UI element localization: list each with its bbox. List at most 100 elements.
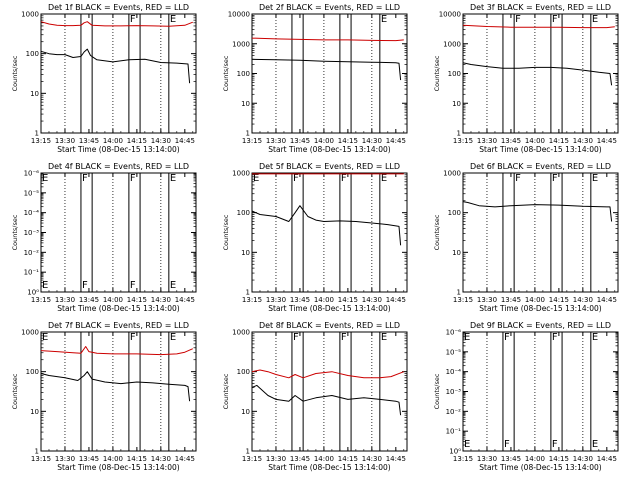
x-axis-label: Start Time (08-Dec-15 13:14:00) (268, 145, 390, 154)
chart-panel-9: Det 9f BLACK = Events, RED = LLDEEFFFFEE… (433, 321, 619, 472)
segment-marker-label: E (42, 332, 48, 343)
x-tick-label: 13:15 (242, 296, 262, 304)
segment-marker-label: F (552, 332, 558, 343)
events-series-line (40, 48, 191, 84)
x-tick-label: 13:45 (501, 455, 521, 463)
y-tick-label: 10000 (228, 11, 250, 19)
y-tick-label: 10⁻⁶ (446, 329, 462, 337)
y-tick-label: 10⁰ (27, 289, 39, 297)
x-tick-label: 14:15 (549, 137, 569, 145)
x-tick-label: 14:45 (386, 455, 406, 463)
lld-series-line (462, 24, 615, 29)
x-tick-label: 14:15 (127, 455, 147, 463)
y-axis-label: Counts/sec (11, 214, 19, 250)
plot-frame (40, 331, 197, 452)
segment-marker-label: E (464, 332, 470, 343)
segment-marker-label: E (464, 439, 470, 450)
x-tick-label: 14:00 (314, 296, 334, 304)
x-tick-label: 14:30 (151, 296, 171, 304)
segment-marker-label: E (42, 280, 48, 291)
y-tick-label: 1 (35, 448, 39, 456)
y-tick-label: 10⁰ (449, 448, 461, 456)
x-tick-label: 14:45 (597, 296, 617, 304)
y-tick-label: 100 (26, 368, 39, 376)
segment-marker-label: F (552, 439, 558, 450)
y-tick-label: 100 (448, 70, 461, 78)
y-axis-label: Counts/sec (433, 55, 441, 91)
segment-marker-label: F (293, 332, 299, 343)
x-tick-label: 13:15 (31, 296, 51, 304)
x-tick-label: 13:30 (266, 455, 286, 463)
x-tick-label: 14:15 (338, 137, 358, 145)
x-tick-label: 14:00 (103, 137, 123, 145)
y-axis-label: Counts/sec (222, 214, 230, 250)
y-tick-label: 1 (35, 130, 39, 138)
x-tick-label: 14:45 (597, 455, 617, 463)
x-axis-label: Start Time (08-Dec-15 13:14:00) (268, 304, 390, 313)
x-tick-label: 14:00 (525, 455, 545, 463)
x-tick-label: 14:45 (597, 137, 617, 145)
y-tick-label: 10 (241, 249, 250, 257)
chart-title: Det 1f BLACK = Events, RED = LLD (48, 3, 189, 12)
x-tick-label: 13:45 (501, 296, 521, 304)
y-tick-label: 1000 (443, 40, 461, 48)
x-tick-label: 14:00 (314, 137, 334, 145)
events-series-line (40, 371, 191, 402)
x-tick-label: 14:30 (362, 455, 382, 463)
x-tick-label: 14:30 (573, 455, 593, 463)
x-axis-label: Start Time (08-Dec-15 13:14:00) (479, 304, 601, 313)
y-axis-label: Counts/sec (11, 55, 19, 91)
segment-marker-label: F (130, 14, 136, 25)
chart-panel-3: Det 3f BLACK = Events, RED = LLD F F E 1 10 10… (433, 3, 619, 154)
chart-title: Det 5f BLACK = Events, RED = LLD (259, 162, 400, 171)
plot-frame (251, 172, 408, 293)
y-tick-label: 10 (241, 100, 250, 108)
x-axis-label: Start Time (08-Dec-15 13:14:00) (57, 145, 179, 154)
segment-marker-label: F (552, 173, 558, 184)
x-tick-label: 14:00 (314, 455, 334, 463)
segment-marker-label: E (592, 14, 598, 25)
y-axis-label: Counts/sec (222, 373, 230, 409)
y-tick-label: 10 (452, 100, 461, 108)
y-tick-label: 1000 (232, 40, 250, 48)
plot-frame (40, 13, 197, 134)
y-tick-label: 10 (30, 90, 39, 98)
y-tick-label: 10 (452, 249, 461, 257)
y-tick-label: 1000 (232, 329, 250, 337)
x-tick-label: 14:45 (175, 137, 195, 145)
x-tick-label: 14:30 (151, 137, 171, 145)
x-tick-label: 14:00 (525, 296, 545, 304)
lld-series-line (251, 37, 404, 42)
segment-marker-label: F (341, 332, 347, 343)
events-series-line (251, 384, 402, 416)
x-axis-label: Start Time (08-Dec-15 13:14:00) (479, 145, 601, 154)
plot-frame (251, 13, 408, 134)
plot-frame (462, 13, 619, 134)
x-tick-label: 14:30 (573, 137, 593, 145)
x-tick-label: 13:30 (266, 137, 286, 145)
x-tick-label: 14:15 (549, 455, 569, 463)
segment-marker-label: E (170, 14, 176, 25)
segment-marker-label: F (293, 173, 299, 184)
chart-panel-4: Det 4f BLACK = Events, RED = LLDEEFFFFEE… (11, 162, 197, 313)
segment-marker-label: E (592, 173, 598, 184)
x-tick-label: 13:45 (290, 296, 310, 304)
x-tick-label: 14:15 (127, 137, 147, 145)
x-tick-label: 14:30 (151, 455, 171, 463)
segment-marker-label: F (515, 14, 521, 25)
y-tick-label: 1000 (21, 329, 39, 337)
events-series-line (251, 58, 402, 81)
x-tick-label: 14:15 (338, 455, 358, 463)
y-tick-label: 1000 (443, 170, 461, 178)
segment-marker-label: F (130, 332, 136, 343)
y-tick-label: 1 (457, 130, 461, 138)
segment-marker-label: E (592, 332, 598, 343)
x-tick-label: 14:00 (103, 296, 123, 304)
chart-title: Det 2f BLACK = Events, RED = LLD (259, 3, 400, 12)
segment-marker-label: F (130, 173, 136, 184)
segment-marker-label: F (82, 280, 88, 291)
chart-panel-2: Det 2f BLACK = Events, RED = LLD E 1 10 100 1… (222, 3, 408, 154)
y-tick-label: 10⁻³ (446, 388, 462, 396)
y-axis-label: Counts/sec (433, 214, 441, 250)
chart-panel-8: Det 8f BLACK = Events, RED = LLD F F E 1 10 10… (222, 321, 408, 472)
